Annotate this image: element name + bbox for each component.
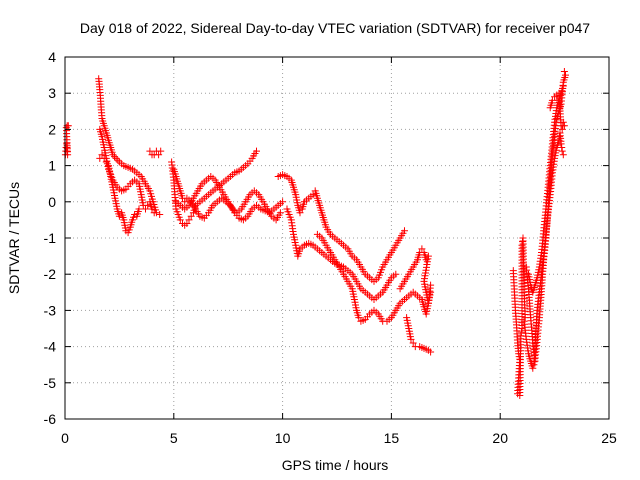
y-tick-label: -3: [44, 302, 57, 318]
data-point: [183, 220, 191, 227]
data-point: [517, 328, 525, 336]
data-point: [401, 227, 408, 235]
data-point: [407, 335, 415, 343]
x-tick-label: 5: [170, 430, 178, 446]
data-point: [181, 198, 189, 206]
data-point: [135, 205, 143, 213]
data-point: [559, 118, 567, 126]
data-point: [559, 151, 567, 159]
data-point: [253, 147, 260, 155]
data-point: [64, 122, 72, 130]
x-axis-label: GPS time / hours: [282, 457, 389, 473]
y-tick-label: -4: [44, 339, 57, 355]
data-point: [115, 212, 123, 220]
data-point: [355, 314, 363, 322]
x-tick-label: 15: [384, 430, 400, 446]
data-point: [558, 125, 566, 133]
data-point: [529, 364, 537, 372]
x-axis: 0 5 10 15 20 25: [61, 57, 617, 446]
data-point: [560, 68, 568, 75]
x-tick-label: 20: [492, 430, 508, 446]
data-point: [176, 216, 184, 224]
chart-title: Day 018 of 2022, Sidereal Day-to-day VTE…: [80, 20, 590, 36]
data-point: [98, 151, 106, 159]
data-point: [309, 191, 317, 199]
y-tick-label: 2: [48, 121, 56, 137]
data-point: [114, 156, 122, 164]
y-tick-label: 3: [48, 85, 56, 101]
data-point: [148, 205, 156, 213]
data-point: [427, 348, 435, 356]
x-tick-label: 25: [601, 430, 617, 446]
data-point: [418, 245, 426, 253]
data-point: [558, 147, 566, 155]
x-tick-label: 0: [61, 430, 69, 446]
y-tick-label: -1: [44, 230, 57, 246]
data-point: [142, 205, 149, 213]
y-tick-label: 4: [48, 49, 56, 65]
data-point: [150, 209, 158, 217]
y-tick-label: -2: [44, 266, 57, 282]
y-axis-label: SDTVAR / TECUs: [6, 182, 22, 294]
data-point: [102, 158, 110, 166]
data-point: [157, 147, 165, 155]
data-point: [156, 211, 164, 218]
data-point: [392, 270, 400, 278]
y-tick-label: -5: [44, 375, 57, 391]
data-point: [111, 153, 118, 161]
data-point: [409, 339, 417, 347]
data-point: [562, 71, 569, 79]
data-point: [552, 118, 560, 126]
data-series: [61, 68, 569, 399]
y-tick-label: 1: [48, 158, 56, 174]
x-tick-label: 10: [275, 430, 291, 446]
data-point: [185, 216, 193, 224]
data-point: [279, 198, 287, 206]
y-axis: -6 -5 -4 -3 -2 -1 0 1 2 3 4: [44, 49, 609, 427]
data-point: [560, 122, 568, 130]
data-point: [548, 96, 556, 104]
data-point: [427, 281, 435, 289]
data-point: [144, 201, 152, 209]
y-tick-label: -6: [44, 411, 57, 427]
data-point: [146, 147, 154, 155]
data-point: [276, 209, 284, 217]
y-tick-label: 0: [48, 194, 56, 210]
data-point: [100, 154, 108, 162]
data-point: [112, 154, 120, 162]
data-point: [155, 151, 163, 159]
data-point: [187, 212, 195, 220]
data-point: [296, 209, 304, 217]
data-point: [557, 140, 565, 148]
